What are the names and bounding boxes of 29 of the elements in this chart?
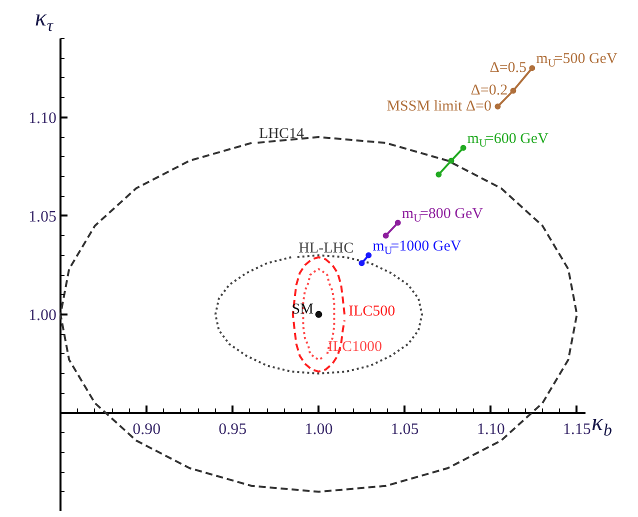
point (315, 310, 322, 318)
x-tick-label: 1.10 (476, 420, 505, 438)
series-label: HL-LHC (298, 240, 354, 256)
annotation: MSSM limit Δ=0 (386, 98, 492, 114)
annotation: Δ=0.2 (470, 82, 508, 99)
point (529, 65, 536, 72)
point (510, 88, 516, 94)
point (394, 220, 401, 226)
y-tick-label: 1.10 (28, 110, 56, 127)
point (436, 171, 442, 178)
x-tick-label: 1.15 (562, 420, 591, 438)
x-tick-label: 0.95 (218, 420, 247, 438)
annotation: Δ=0.5 (490, 60, 527, 76)
point (494, 104, 501, 110)
y-tick-label: 1.00 (28, 306, 56, 324)
series-label: ILC1000 (328, 338, 382, 355)
point (382, 232, 389, 239)
y-tick-label: 1.05 (28, 208, 56, 226)
series-label: LHC14 (259, 126, 305, 142)
series-label: ILC500 (348, 303, 396, 320)
point (366, 252, 372, 258)
point (358, 260, 365, 266)
point (448, 158, 454, 164)
x-tick-label: 1.05 (390, 420, 419, 438)
x-tick-label: 0.90 (132, 420, 161, 438)
line-series (214, 254, 423, 375)
series-label: SM (292, 301, 314, 318)
point (460, 144, 466, 151)
x-tick-label: 1.00 (304, 420, 333, 438)
